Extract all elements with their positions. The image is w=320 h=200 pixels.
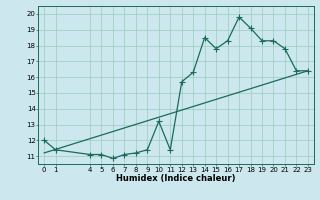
X-axis label: Humidex (Indice chaleur): Humidex (Indice chaleur) <box>116 174 236 183</box>
